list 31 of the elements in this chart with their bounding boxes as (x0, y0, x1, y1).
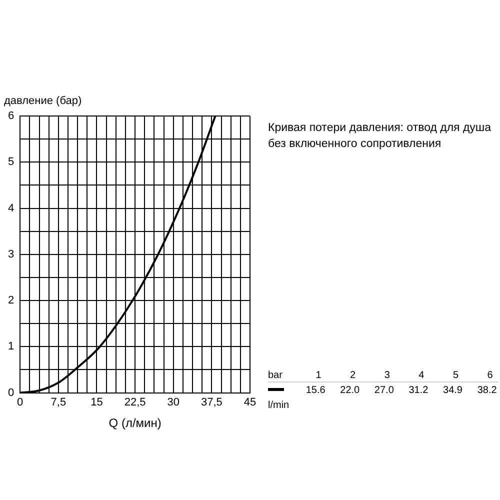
text: 5 (452, 370, 459, 381)
x-tick-label: 37,5 (200, 396, 222, 408)
text: 6 (487, 370, 494, 381)
x-axis-title: Q (л/мин) (108, 416, 162, 430)
text: 4 (418, 370, 425, 381)
x-tick-label: 30 (167, 396, 180, 408)
x-tick-label: 45 (244, 396, 256, 408)
x-tick-label: 22,5 (124, 396, 146, 408)
x-tick-label: 15 (90, 396, 103, 408)
y-tick-label: 5 (8, 156, 14, 168)
text: 34.9 (443, 385, 463, 396)
text: 38.2 (477, 385, 498, 396)
text: Кривая потери давления: отвод для душа без включенного сопротивления (268, 122, 492, 150)
y-tick-label: 2 (8, 294, 14, 307)
x-tick-label: 7,5 (50, 396, 66, 408)
text: l/min (268, 400, 290, 411)
text: 27.0 (374, 385, 394, 396)
y-tick-label: 4 (8, 202, 14, 214)
text: bar (268, 370, 284, 381)
y-tick-label: 3 (8, 248, 14, 260)
text: 3 (384, 370, 390, 381)
y-tick-label: 1 (8, 340, 14, 353)
y-tick-label: 6 (8, 110, 14, 122)
text: 1 (316, 370, 322, 381)
y-tick-label: 0 (8, 386, 14, 399)
text: 15.6 (306, 385, 326, 396)
y-axis-title: давление (бар) (4, 95, 82, 107)
text: 31.2 (408, 385, 429, 396)
text: 2 (350, 370, 356, 381)
text: 22.0 (340, 385, 360, 396)
x-tick-label: 0 (17, 396, 24, 408)
